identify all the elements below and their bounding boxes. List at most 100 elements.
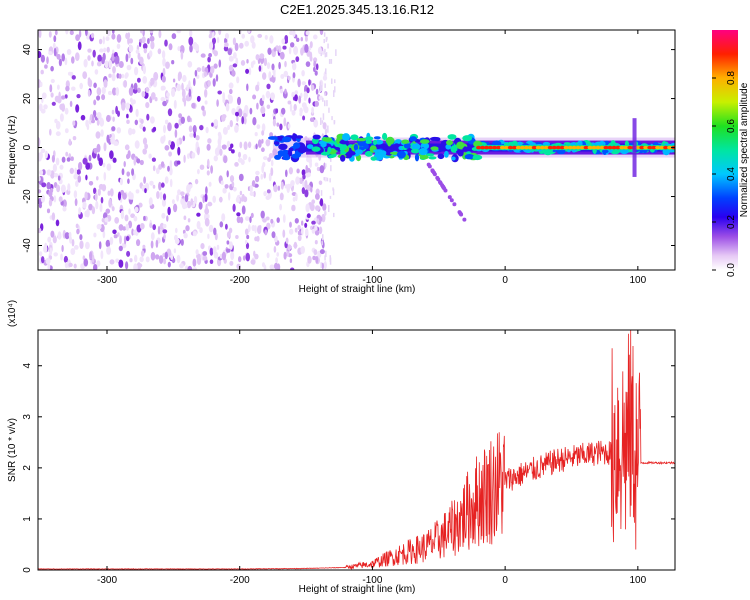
noise-cell [104, 217, 109, 223]
noise-cell [103, 142, 107, 152]
noise-cell [183, 215, 187, 221]
band-blob [445, 144, 452, 150]
noise-cell [164, 39, 168, 47]
noise-cell [142, 137, 148, 145]
noise-cell [271, 231, 276, 239]
y-tick-label: 1 [22, 516, 33, 522]
noise-cell [56, 53, 61, 60]
noise-cell [96, 223, 102, 230]
band-blob [268, 136, 278, 140]
noise-cell [255, 143, 258, 150]
noise-cell [163, 124, 166, 134]
noise-cell [273, 47, 277, 52]
noise-cell [128, 208, 131, 215]
band-peak [663, 145, 669, 150]
noise-cell [91, 254, 95, 263]
snr-frame [37, 329, 676, 571]
noise-cell [270, 167, 274, 177]
noise-cell [156, 191, 160, 199]
noise-streak [322, 97, 324, 102]
band-blob [353, 143, 359, 151]
noise-cell [164, 119, 169, 125]
noise-cell [303, 91, 308, 99]
noise-cell [87, 55, 91, 61]
noise-cell [117, 110, 120, 117]
noise-streak [324, 255, 326, 261]
band-blob [418, 148, 428, 156]
noise-cell [149, 35, 155, 42]
noise-cell [128, 44, 134, 53]
noise-cell [46, 56, 49, 65]
band-blob [364, 150, 373, 157]
spur-cell [449, 198, 454, 203]
noise-cell [227, 48, 233, 56]
noise-cell [275, 257, 278, 264]
noise-cell [261, 94, 265, 102]
noise-cell [222, 126, 228, 135]
band-blob [444, 150, 449, 158]
noise-cell [196, 255, 202, 265]
noise-cell [165, 61, 170, 69]
noise-cell [310, 84, 315, 91]
noise-streak [320, 52, 322, 57]
noise-cell [297, 78, 301, 88]
noise-cell [215, 74, 219, 82]
noise-cell [125, 102, 131, 111]
band-peak [523, 145, 529, 150]
noise-cell [171, 199, 175, 205]
band-peak [527, 145, 533, 150]
noise-cell [142, 65, 146, 75]
noise-cell [38, 189, 42, 194]
noise-cell [187, 265, 193, 270]
noise-cell [199, 164, 205, 170]
noise-cell [86, 123, 90, 131]
noise-cell [108, 73, 112, 78]
noise-cell [154, 97, 158, 102]
noise-cell [239, 190, 243, 196]
noise-cell [250, 61, 254, 69]
noise-cell [236, 216, 241, 224]
noise-cell [263, 156, 268, 161]
noise-cell [229, 260, 234, 266]
noise-cell [142, 76, 148, 84]
noise-cell [196, 212, 201, 217]
noise-cell [87, 48, 92, 53]
noise-cell [212, 246, 217, 256]
noise-cell [302, 174, 306, 180]
noise-cell [115, 258, 120, 263]
noise-cell [167, 165, 170, 172]
noise-cell [216, 244, 220, 250]
noise-cell [128, 192, 131, 197]
noise-cell [228, 192, 231, 201]
band-blob [425, 153, 435, 157]
noise-streak [333, 120, 336, 125]
noise-cell [76, 228, 80, 235]
noise-cell [135, 189, 140, 194]
noise-cell [309, 51, 313, 60]
band-blob [450, 145, 458, 153]
noise-cell [186, 115, 191, 123]
noise-cell [174, 129, 178, 138]
noise-cell [44, 150, 49, 159]
noise-cell [113, 51, 118, 58]
noise-cell [280, 181, 284, 190]
noise-cell [265, 139, 271, 147]
band-blob [451, 156, 456, 161]
noise-cell [117, 191, 122, 201]
noise-cell [83, 258, 89, 267]
noise-cell [286, 250, 290, 257]
noise-cell [264, 34, 268, 40]
noise-cell [241, 116, 245, 125]
noise-cell [38, 51, 42, 58]
noise-cell [285, 169, 288, 178]
noise-cell [64, 94, 68, 99]
noise-cell [213, 155, 218, 162]
noise-cell [155, 239, 159, 248]
noise-cell [162, 57, 166, 67]
snr-x-label: Height of straight line (km) [299, 584, 416, 595]
noise-cell [73, 173, 79, 180]
noise-cell [114, 217, 120, 224]
noise-cell [116, 127, 122, 134]
band-peak [511, 145, 517, 150]
